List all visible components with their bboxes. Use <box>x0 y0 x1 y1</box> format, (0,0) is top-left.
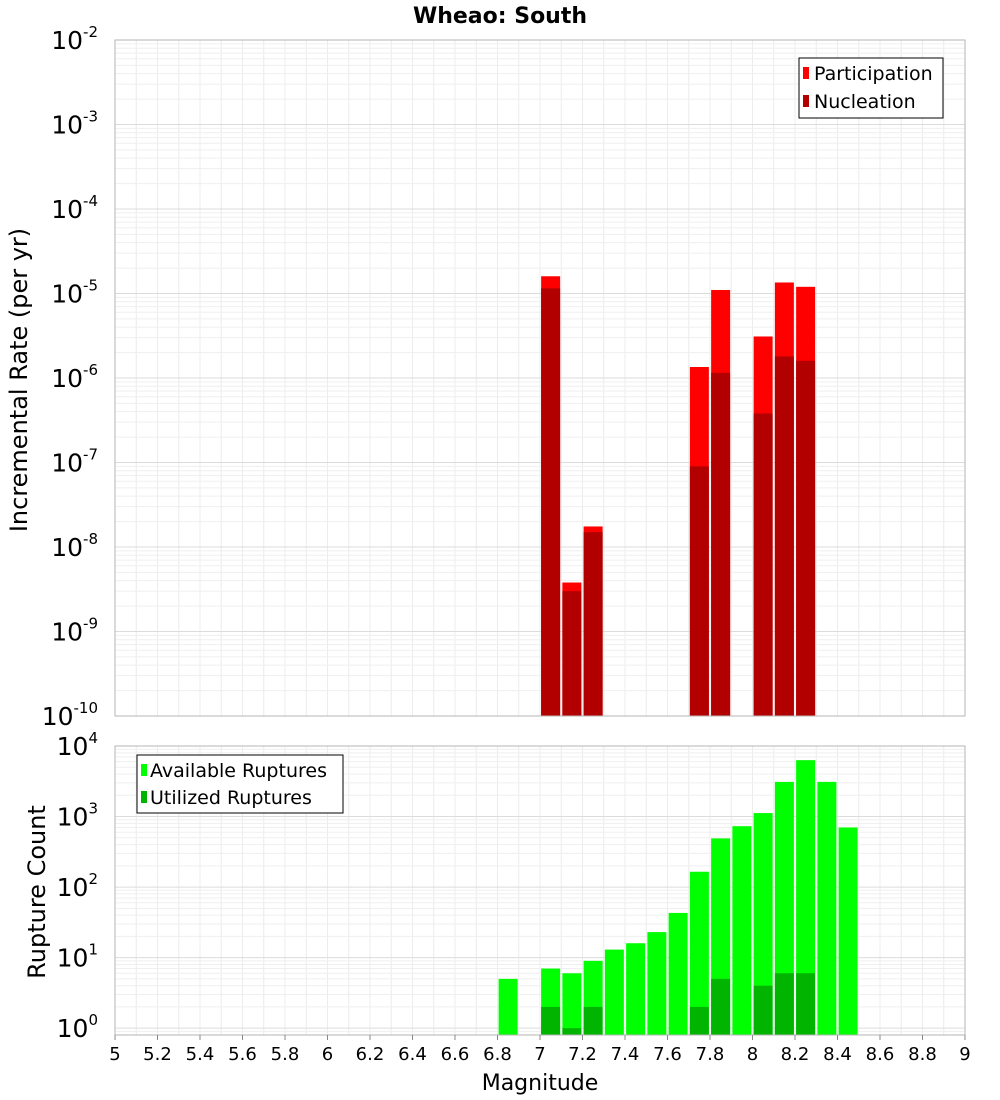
y-tick-label: 10-10 <box>42 699 98 731</box>
rate-y-axis-label: Incremental Rate (per yr) <box>5 228 33 532</box>
legend-label-utilized: Utilized Ruptures <box>150 787 312 809</box>
chart-title: Wheao: South <box>413 4 587 29</box>
y-tick-label: 102 <box>57 870 98 902</box>
x-tick-label: 7.4 <box>611 1044 640 1065</box>
bar-utilized-ruptures <box>562 1028 582 1035</box>
bar-utilized-ruptures <box>774 973 794 1035</box>
bar-nucleation <box>583 532 603 716</box>
legend-label-available: Available Ruptures <box>150 760 327 782</box>
bar-utilized-ruptures <box>796 973 816 1035</box>
x-tick-label: 6.2 <box>356 1044 385 1065</box>
rate-legend: Participation Nucleation <box>798 57 944 119</box>
legend-label-nucleation: Nucleation <box>814 91 916 113</box>
bar-nucleation <box>753 413 773 716</box>
magnitude-x-ticks: 5 5.2 5.4 5.6 5.8 6 6.2 6.4 6.6 6.8 7 7.2 7.4 7.6 7.8 8… <box>109 1035 971 1065</box>
y-tick-label: 100 <box>57 1011 98 1043</box>
bar-nucleation <box>796 360 816 716</box>
rate-panel: 10-10 10-9 10-8 10-7 10-6 10-5 10-4 10-3 10-2 In… <box>5 23 966 731</box>
x-tick-label: 7.2 <box>568 1044 597 1065</box>
x-tick-label: 5.8 <box>271 1044 300 1065</box>
rate-y-ticks: 10-10 10-9 10-8 10-7 10-6 10-5 10-4 10-3 10-2 <box>42 23 98 731</box>
count-legend: Available Ruptures Utilized Ruptures <box>136 754 344 814</box>
bar-nucleation <box>562 591 582 716</box>
bar-utilized-ruptures <box>541 1006 561 1035</box>
bar-available-ruptures <box>838 827 858 1035</box>
y-tick-label: 10-3 <box>51 108 98 140</box>
legend-swatch-utilized <box>141 791 147 803</box>
legend-label-participation: Participation <box>814 63 933 85</box>
x-tick-label: 5.4 <box>186 1044 215 1065</box>
y-tick-label: 104 <box>57 729 98 761</box>
count-y-ticks: 100 101 102 103 104 <box>57 729 98 1043</box>
legend-swatch-available <box>141 764 147 776</box>
x-tick-label: 8 <box>747 1044 758 1065</box>
x-tick-label: 9 <box>959 1044 970 1065</box>
bar-available-ruptures <box>647 932 667 1035</box>
x-tick-label: 6 <box>322 1044 333 1065</box>
x-tick-label: 8.2 <box>781 1044 810 1065</box>
x-tick-label: 7 <box>534 1044 545 1065</box>
bar-utilized-ruptures <box>689 1006 709 1035</box>
bar-available-ruptures <box>626 943 646 1035</box>
x-tick-label: 5 <box>109 1044 120 1065</box>
y-tick-label: 10-5 <box>51 277 98 309</box>
bar-available-ruptures <box>753 813 773 1035</box>
magnitude-x-axis-label: Magnitude <box>482 1071 599 1096</box>
rate-plot-frame <box>114 39 966 717</box>
legend-swatch-participation <box>803 67 809 79</box>
x-tick-label: 7.6 <box>653 1044 682 1065</box>
x-tick-label: 6.8 <box>483 1044 512 1065</box>
x-tick-label: 8.4 <box>823 1044 852 1065</box>
x-tick-label: 5.2 <box>143 1044 172 1065</box>
bar-available-ruptures <box>774 781 794 1035</box>
x-tick-label: 8.8 <box>908 1044 937 1065</box>
y-tick-label: 10-7 <box>51 446 98 478</box>
x-tick-label: 5.6 <box>228 1044 257 1065</box>
bar-nucleation <box>711 372 731 716</box>
y-tick-label: 10-2 <box>51 23 98 55</box>
bar-available-ruptures <box>689 871 709 1035</box>
bar-nucleation <box>774 356 794 716</box>
bar-available-ruptures <box>562 973 582 1035</box>
rate-grid <box>114 40 966 717</box>
bar-available-ruptures <box>604 949 624 1035</box>
bar-utilized-ruptures <box>711 978 731 1035</box>
count-legend-box <box>136 754 344 814</box>
y-tick-label: 10-6 <box>51 361 98 393</box>
bar-available-ruptures <box>817 781 837 1035</box>
bar-available-ruptures <box>796 760 816 1035</box>
bar-utilized-ruptures <box>753 985 773 1035</box>
bar-nucleation <box>689 466 709 716</box>
bar-available-ruptures <box>498 978 518 1035</box>
count-y-axis-label: Rupture Count <box>23 805 51 979</box>
rate-legend-box <box>798 57 944 119</box>
rate-bars <box>541 276 816 716</box>
legend-swatch-nucleation <box>803 95 809 107</box>
x-tick-label: 6.4 <box>398 1044 427 1065</box>
bar-utilized-ruptures <box>583 1006 603 1035</box>
y-tick-label: 10-8 <box>51 530 98 562</box>
y-tick-label: 103 <box>57 800 98 832</box>
x-tick-label: 7.8 <box>696 1044 725 1065</box>
y-tick-label: 10-9 <box>51 615 98 647</box>
y-tick-label: 101 <box>57 941 98 973</box>
bar-available-ruptures <box>668 912 688 1035</box>
bar-available-ruptures <box>732 826 752 1035</box>
bar-nucleation <box>541 288 561 716</box>
count-panel: 100 101 102 103 104 5 5.2 5.4 5.6 5.8 6 6.2 6.4 6.6 6… <box>23 729 971 1096</box>
x-tick-label: 6.6 <box>441 1044 470 1065</box>
y-tick-label: 10-4 <box>51 192 98 224</box>
count-bars <box>498 760 858 1035</box>
x-tick-label: 8.6 <box>866 1044 895 1065</box>
